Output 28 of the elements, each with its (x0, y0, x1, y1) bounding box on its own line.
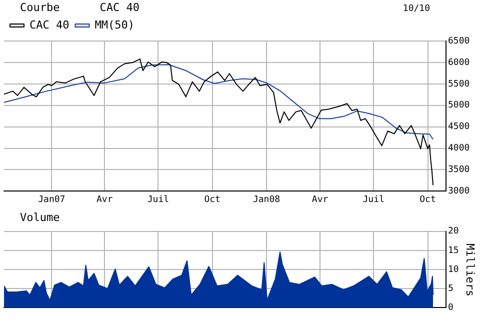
y-tick-label: 20 (448, 226, 459, 237)
y-axis-title: Milliers (464, 243, 476, 296)
x-tick-label: Juil (362, 194, 384, 205)
chart-subtitle: Courbe (20, 1, 60, 14)
text: 10/10 (402, 4, 431, 14)
y-tick-label: 10 (448, 264, 459, 275)
y-tick-label: 5 (448, 284, 454, 294)
x-tick-label: Oct (420, 194, 436, 205)
x-tick-label: Avr (312, 194, 329, 205)
x-tick-label: Oct (204, 194, 220, 205)
y-tick-label: 0 (448, 302, 454, 313)
y-tick-label: 4500 (448, 122, 470, 132)
y-tick-label: 15 (448, 246, 459, 256)
y-tick-label: 5000 (448, 100, 470, 111)
chart-title: CAC 40 (100, 1, 140, 14)
y-tick-label: 6500 (448, 36, 470, 46)
x-tick-label: Juil (147, 194, 170, 205)
y-tick-label: 5500 (448, 79, 470, 90)
x-tick-label: Jan07 (38, 194, 66, 205)
chart-title: Volume (20, 211, 60, 224)
y-tick-label: 3500 (448, 165, 470, 176)
legend-label: CAC 40 (30, 18, 70, 32)
x-tick-label: Avr (96, 194, 114, 205)
legend-label: MM(50) (94, 18, 134, 32)
y-tick-label: 4000 (448, 144, 470, 154)
x-tick-label: Jan08 (252, 194, 280, 205)
y-tick-label: 6000 (448, 58, 470, 68)
y-tick-label: 3000 (448, 186, 470, 197)
